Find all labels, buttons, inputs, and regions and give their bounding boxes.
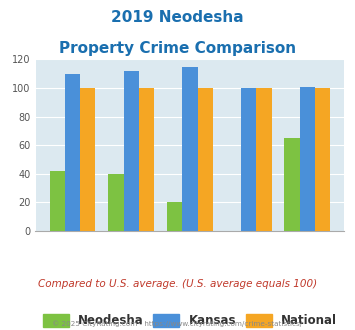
Bar <box>65 74 80 231</box>
Bar <box>139 88 154 231</box>
Text: Property Crime Comparison: Property Crime Comparison <box>59 41 296 56</box>
Bar <box>315 88 330 231</box>
Bar <box>50 171 65 231</box>
Text: Compared to U.S. average. (U.S. average equals 100): Compared to U.S. average. (U.S. average … <box>38 279 317 289</box>
Bar <box>256 88 272 231</box>
Bar <box>300 86 315 231</box>
Bar <box>167 202 182 231</box>
Bar <box>182 67 198 231</box>
Bar <box>241 88 256 231</box>
Legend: Neodesha, Kansas, National: Neodesha, Kansas, National <box>38 309 342 330</box>
Bar <box>284 138 300 231</box>
Bar <box>108 174 124 231</box>
Bar <box>124 71 139 231</box>
Text: © 2025 CityRating.com - https://www.cityrating.com/crime-statistics/: © 2025 CityRating.com - https://www.city… <box>53 320 302 327</box>
Text: 2019 Neodesha: 2019 Neodesha <box>111 10 244 25</box>
Bar <box>80 88 95 231</box>
Bar <box>198 88 213 231</box>
